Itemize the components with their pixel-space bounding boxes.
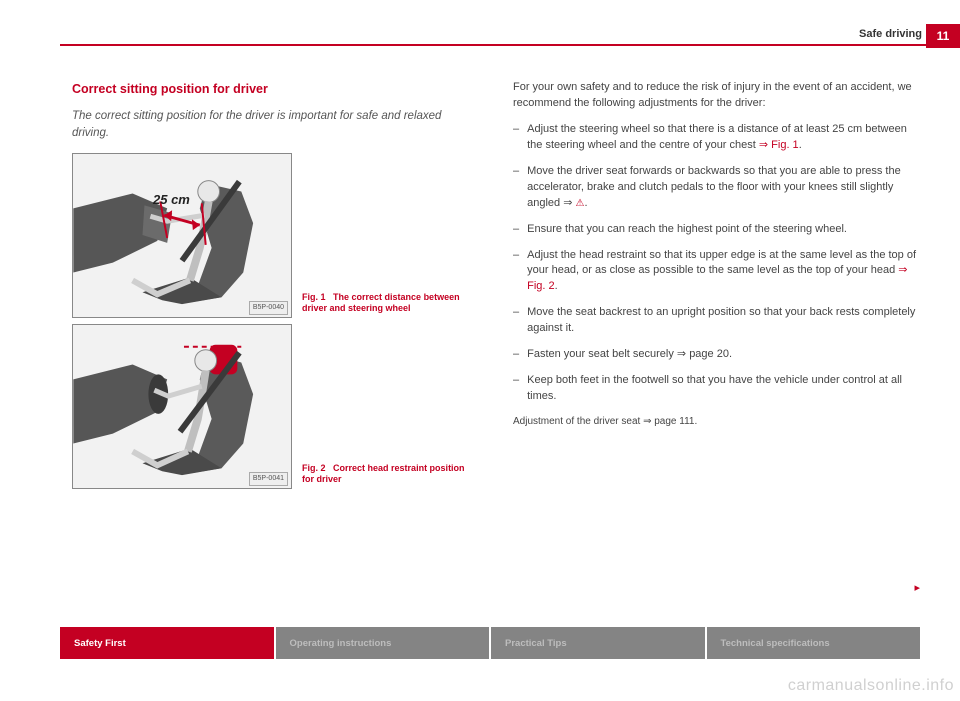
figure-2-caption-text: Correct head restraint position for driv… <box>302 463 465 484</box>
figure-1-caption: Fig. 1 The correct distance between driv… <box>302 292 479 319</box>
page-number-box: 11 <box>926 24 960 48</box>
right-column: For your own safety and to reduce the ri… <box>513 80 920 591</box>
footer-tabs: Safety First Operating instructions Prac… <box>60 627 920 659</box>
list-item: – Move the driver seat forwards or backw… <box>513 164 920 212</box>
list-item-text: Ensure that you can reach the highest po… <box>527 222 847 238</box>
figure-1-block: 25 cm B5P-0040 Fig. 1 The correct distan… <box>72 153 479 318</box>
right-intro: For your own safety and to reduce the ri… <box>513 80 920 112</box>
watermark: carmanualsonline.info <box>788 677 954 695</box>
list-item-text: Fasten your seat belt securely ⇒ page 20… <box>527 347 732 363</box>
figure-1-image: 25 cm B5P-0040 <box>72 153 292 318</box>
page-number: 11 <box>937 29 950 43</box>
tab-safety-first[interactable]: Safety First <box>60 627 276 659</box>
adjustment-list: – Adjust the steering wheel so that ther… <box>513 122 920 405</box>
left-column: Correct sitting position for driver The … <box>72 80 479 591</box>
list-item-text: Move the seat backrest to an upright pos… <box>527 305 920 337</box>
header-section-title: Safe driving <box>859 28 922 40</box>
content-columns: Correct sitting position for driver The … <box>72 80 920 591</box>
list-item: – Keep both feet in the footwell so that… <box>513 373 920 405</box>
continuation-arrow-icon: ▸ <box>914 581 920 597</box>
figure-2-imglabel: B5P-0041 <box>249 472 288 486</box>
figure-1-annotation: 25 cm <box>153 191 190 210</box>
figure-2-number: Fig. 2 <box>302 463 326 473</box>
section-lead: The correct sitting position for the dri… <box>72 108 479 141</box>
fig-ref: ⇒ Fig. 1 <box>759 139 799 151</box>
section-title: Correct sitting position for driver <box>72 80 479 98</box>
tab-technical-specifications[interactable]: Technical specifications <box>707 627 921 659</box>
tab-practical-tips[interactable]: Practical Tips <box>491 627 707 659</box>
list-item-text: Adjust the steering wheel so that there … <box>527 123 907 151</box>
tab-operating-instructions[interactable]: Operating instructions <box>276 627 492 659</box>
manual-page: Safe driving 11 Correct sitting position… <box>0 0 960 701</box>
page-header: Safe driving 11 <box>60 28 960 54</box>
figure-2-block: B5P-0041 Fig. 2 Correct head restraint p… <box>72 324 479 489</box>
figure-1-imglabel: B5P-0040 <box>249 301 288 315</box>
figure-2-image: B5P-0041 <box>72 324 292 489</box>
list-item-text: Adjust the head restraint so that its up… <box>527 249 916 277</box>
figure-1-number: Fig. 1 <box>302 292 326 302</box>
list-item: – Ensure that you can reach the highest … <box>513 222 920 238</box>
list-item: – Adjust the steering wheel so that ther… <box>513 122 920 154</box>
list-item-text: Keep both feet in the footwell so that y… <box>527 373 920 405</box>
figure-2-caption: Fig. 2 Correct head restraint position f… <box>302 463 479 490</box>
figure-1-caption-text: The correct distance between driver and … <box>302 292 460 313</box>
list-item: – Move the seat backrest to an upright p… <box>513 305 920 337</box>
header-rule <box>60 44 960 46</box>
list-item: – Fasten your seat belt securely ⇒ page … <box>513 347 920 363</box>
list-item: – Adjust the head restraint so that its … <box>513 248 920 296</box>
footnote: Adjustment of the driver seat ⇒ page 111… <box>513 415 920 430</box>
